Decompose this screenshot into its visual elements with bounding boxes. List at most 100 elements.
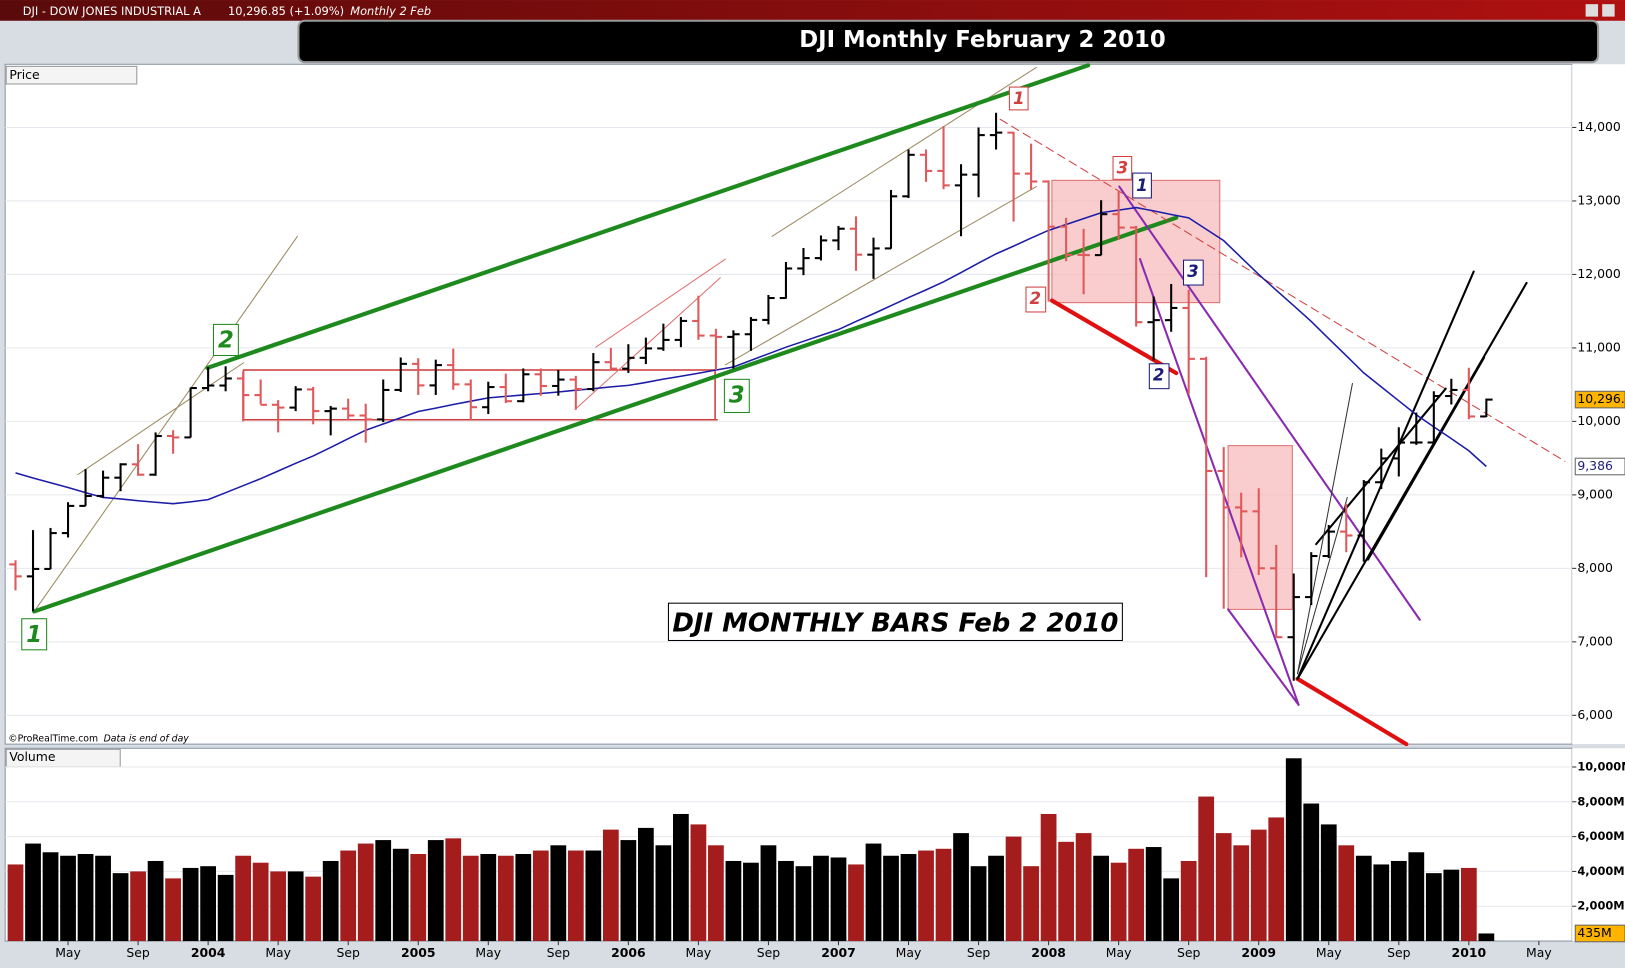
x-tick-label: 2009 bbox=[1241, 945, 1276, 960]
volume-bar bbox=[1198, 796, 1215, 942]
value-badge bbox=[1574, 924, 1625, 943]
x-tick-label: May bbox=[1316, 945, 1342, 960]
volume-bar bbox=[182, 867, 199, 942]
value-badge-label: 435M bbox=[1577, 925, 1611, 940]
volume-bar bbox=[1268, 817, 1285, 942]
volume-bar bbox=[988, 855, 1004, 942]
x-tick-label: Sep bbox=[757, 945, 781, 960]
copyright: ©ProRealTime.com bbox=[8, 733, 98, 744]
volume-bar bbox=[130, 871, 146, 942]
y-tick-label: 11,000 bbox=[1577, 339, 1621, 354]
volume-bar bbox=[935, 848, 952, 942]
volume-bar bbox=[1180, 860, 1197, 942]
y-tick-label: 10,000M bbox=[1577, 759, 1625, 773]
price-panel-label: Price bbox=[9, 67, 39, 82]
wave-label-box bbox=[1132, 172, 1152, 199]
volume-bar bbox=[1058, 841, 1074, 942]
y-tick-label: 12,000 bbox=[1577, 266, 1621, 281]
volume-panel-label: Volume bbox=[9, 749, 55, 764]
trend-line bbox=[595, 258, 726, 348]
minimize-button[interactable] bbox=[1585, 4, 1599, 17]
volume-bar bbox=[883, 855, 899, 942]
y-tick-label: 9,000 bbox=[1577, 486, 1613, 501]
wave-label-box bbox=[1182, 259, 1204, 286]
purple-line bbox=[1138, 258, 1300, 706]
y-tick-label: 6,000 bbox=[1577, 707, 1613, 722]
y-tick-label: 10,000 bbox=[1577, 413, 1621, 428]
wave-label: 3 bbox=[729, 382, 745, 408]
highlight-box bbox=[1227, 445, 1293, 610]
x-tick-label: May bbox=[55, 945, 81, 960]
trend-line bbox=[771, 66, 1037, 237]
volume-bar bbox=[1285, 758, 1302, 942]
volume-bar bbox=[1215, 833, 1232, 942]
volume-bar bbox=[725, 860, 742, 942]
volume-bar bbox=[813, 855, 829, 942]
header-bar bbox=[0, 0, 1625, 21]
volume-bar bbox=[462, 855, 479, 942]
wave-label-box bbox=[723, 378, 750, 414]
wave-label: 3 bbox=[1117, 158, 1129, 177]
volume-bar bbox=[708, 845, 724, 942]
volume-bar bbox=[480, 854, 497, 942]
fan-line bbox=[1366, 356, 1486, 561]
x-tick-label: 2006 bbox=[611, 945, 646, 960]
volume-bar bbox=[532, 850, 549, 942]
wave-label-box bbox=[1008, 86, 1029, 111]
y-tick-label: 4,000M bbox=[1577, 864, 1624, 878]
volume-bar bbox=[7, 864, 24, 942]
y-tick-label: 2,000M bbox=[1577, 899, 1624, 913]
x-tick-label: Sep bbox=[1177, 945, 1201, 960]
wave-label-box bbox=[1112, 155, 1133, 180]
volume-bar bbox=[1040, 813, 1057, 942]
volume-bar bbox=[1443, 869, 1460, 942]
wave-label-box bbox=[1148, 363, 1170, 390]
volume-bar bbox=[1390, 860, 1407, 942]
volume-bar bbox=[1093, 855, 1110, 942]
red-line bbox=[1049, 298, 1179, 376]
volume-bar bbox=[1250, 829, 1267, 942]
y-tick-label: 8,000M bbox=[1577, 794, 1624, 808]
volume-bar bbox=[410, 854, 427, 942]
channel-line bbox=[32, 215, 1179, 614]
purple-line bbox=[1227, 608, 1300, 706]
data-note: Data is end of day bbox=[104, 733, 190, 744]
volume-bar bbox=[1163, 878, 1180, 942]
x-tick-label: Sep bbox=[126, 945, 150, 960]
volume-bar bbox=[1145, 847, 1162, 942]
volume-bar bbox=[1460, 867, 1477, 942]
wave-label-box bbox=[212, 323, 239, 357]
volume-bar bbox=[147, 860, 164, 942]
volume-bar bbox=[357, 843, 374, 942]
wave-label: 3 bbox=[1187, 262, 1199, 281]
volume-bar bbox=[637, 827, 654, 942]
volume-bar bbox=[427, 840, 444, 942]
volume-bar bbox=[655, 845, 672, 942]
fan-line bbox=[1296, 496, 1348, 675]
header-quote: 10,296.85 (+1.09%) bbox=[228, 4, 344, 18]
value-badge-label: 10,296. bbox=[1577, 391, 1624, 406]
x-tick-label: Sep bbox=[1387, 945, 1411, 960]
volume-bar bbox=[305, 876, 322, 942]
volume-bar bbox=[1303, 803, 1320, 942]
annotation-text: DJI MONTHLY BARS Feb 2 2010 bbox=[672, 608, 1118, 638]
volume-bar bbox=[252, 862, 269, 942]
volume-bar bbox=[970, 866, 987, 942]
volume-bar bbox=[42, 852, 59, 942]
volume-bar bbox=[830, 857, 847, 942]
x-tick-label: May bbox=[1106, 945, 1132, 960]
volume-bar bbox=[602, 829, 619, 942]
volume-bar bbox=[270, 871, 287, 942]
header-symbol: DJI - DOW JONES INDUSTRIAL A bbox=[23, 4, 201, 18]
volume-bar bbox=[322, 860, 339, 942]
x-tick-label: May bbox=[1526, 945, 1552, 960]
volume-bar bbox=[1355, 855, 1372, 942]
wave-label-box bbox=[21, 618, 48, 651]
red-line bbox=[1295, 676, 1409, 747]
volume-bar bbox=[1023, 866, 1039, 942]
volume-bar bbox=[865, 843, 882, 942]
maximize-button[interactable] bbox=[1602, 4, 1615, 17]
wave-label-box bbox=[1025, 286, 1047, 313]
x-tick-label: May bbox=[896, 945, 922, 960]
